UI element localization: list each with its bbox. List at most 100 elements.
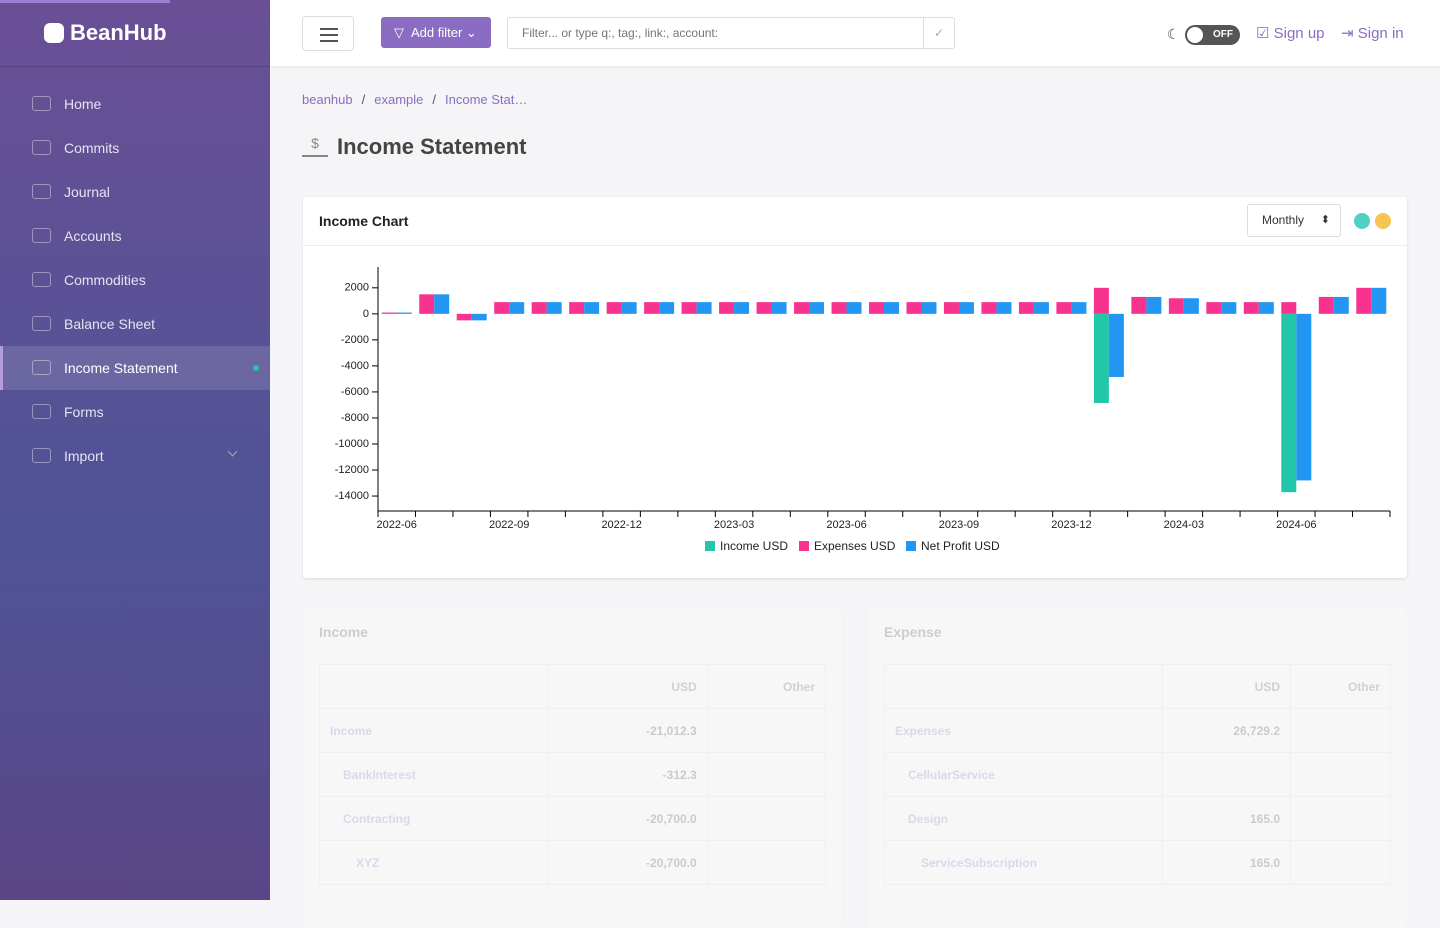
bar	[734, 302, 750, 314]
usd-cell: 165.0	[1162, 840, 1291, 885]
nav-item[interactable]: Income Statement	[0, 346, 270, 390]
dark-mode-toggle[interactable]: OFF	[1185, 25, 1240, 45]
bar	[1018, 302, 1034, 314]
bar	[771, 302, 787, 314]
y-tick-label: -6000	[341, 386, 369, 398]
x-tick-label: 2023-06	[826, 519, 866, 531]
legend-label: Income USD	[720, 539, 788, 553]
bar	[981, 302, 997, 314]
bar	[921, 302, 937, 314]
other-cell	[1290, 840, 1391, 885]
nav-label: Home	[64, 96, 102, 112]
x-tick-label: 2024-06	[1276, 519, 1316, 531]
table-row: BankInterest -312.3	[319, 752, 827, 797]
top-bar: ▽Add filter ⌄ ✓ ☾ OFF ☑ Sign up ⇥ Sign i…	[270, 0, 1440, 66]
account-cell: Contracting	[319, 796, 548, 841]
search-button[interactable]: ✓	[923, 17, 955, 49]
nav-label: Balance Sheet	[64, 316, 156, 332]
chart: -14000 -12000 -10000 -8000 -6000 -4000 -2000 0 2…	[335, 267, 1391, 553]
sign-in-link[interactable]: ⇥ Sign in	[1341, 25, 1404, 42]
bar	[434, 294, 450, 314]
legend-swatch	[799, 541, 809, 551]
bar	[1221, 302, 1237, 314]
x-tick-label: 2023-03	[714, 519, 754, 531]
other-cell	[1290, 796, 1391, 841]
menu-button[interactable]	[302, 16, 354, 51]
bar	[659, 302, 675, 314]
nav-label: Import	[64, 448, 104, 464]
nav-item[interactable]: Commits	[0, 126, 270, 170]
bar	[1356, 287, 1372, 314]
usd-cell: -20,700.0	[546, 796, 708, 841]
table-row: ServiceSubscription 165.0	[883, 840, 1391, 885]
chart-card: Income Chart Monthly -14000-12000-10000-…	[303, 197, 1407, 578]
add-filter-button[interactable]: ▽ Add filter ⌄	[381, 17, 491, 48]
bar	[1168, 298, 1184, 314]
account-cell: Expenses	[883, 708, 1164, 753]
bar	[1296, 313, 1312, 481]
brand[interactable]: BeanHub	[44, 20, 167, 46]
progress-bar	[0, 0, 170, 3]
nav-item[interactable]: Journal	[0, 170, 270, 214]
account-cell: CellularService	[883, 752, 1164, 797]
crumb[interactable]: beanhub	[302, 92, 353, 107]
bar	[794, 302, 810, 314]
usd-cell: -20,700.0	[546, 840, 708, 885]
legend-label: Expenses USD	[814, 539, 896, 553]
bar	[1333, 296, 1349, 314]
crumb[interactable]: Income Stat…	[445, 92, 528, 107]
header-row: USD Other	[319, 664, 827, 709]
nav-item[interactable]: Import	[0, 434, 270, 478]
nav-item[interactable]: Accounts	[0, 214, 270, 258]
bar	[419, 294, 435, 314]
nav-item[interactable]: Forms	[0, 390, 270, 434]
table-row: Contracting -20,700.0	[319, 796, 827, 841]
bar	[1033, 302, 1049, 314]
bar	[846, 302, 862, 314]
bar	[1206, 302, 1222, 314]
nav-item[interactable]: Commodities	[0, 258, 270, 302]
link-label: Sign in	[1357, 25, 1404, 42]
crumb[interactable]: example	[374, 92, 424, 107]
bar	[719, 302, 735, 314]
button-label: Add filter	[411, 25, 463, 40]
bar	[1281, 313, 1297, 493]
y-tick-label: 0	[363, 308, 369, 320]
table-title: Income	[319, 624, 369, 640]
usd-cell: 165.0	[1162, 796, 1291, 841]
sign-up-link[interactable]: ☑ Sign up	[1256, 25, 1325, 42]
nav-label: Accounts	[64, 228, 122, 244]
usd-cell: -312.3	[546, 752, 708, 797]
table: USD Other Income -21,012.3 BankInterest -312.…	[319, 664, 827, 885]
nav-item[interactable]: Balance Sheet	[0, 302, 270, 346]
bar	[1318, 296, 1334, 314]
breadcrumb: beanhub / example / Income Stat…	[302, 92, 528, 107]
bar	[1108, 313, 1124, 377]
bar	[1258, 302, 1274, 314]
bar	[1281, 302, 1297, 314]
y-tick-label: -14000	[335, 490, 369, 502]
nav-label: Income Statement	[64, 360, 178, 376]
legend-label: Net Profit USD	[921, 539, 1000, 553]
x-tick-label: 2023-12	[1051, 519, 1091, 531]
bar	[584, 302, 600, 314]
header-cell: USD	[546, 664, 708, 709]
other-cell	[1290, 708, 1391, 753]
card-header: Income Chart Monthly	[303, 197, 1407, 246]
page-icon: $	[302, 135, 328, 157]
status-dot	[1354, 213, 1370, 229]
bar	[958, 302, 974, 314]
bar	[809, 302, 825, 314]
search-input[interactable]	[507, 17, 924, 49]
account-cell: Design	[883, 796, 1164, 841]
table: USD Other Expenses 26,729.2 CellularService D…	[883, 664, 1391, 885]
expense-table-card: Expense USD Other Expenses 26,729.2 CellularS…	[868, 608, 1407, 928]
period-select[interactable]: Monthly	[1247, 204, 1341, 237]
bar	[546, 302, 562, 314]
bar	[1183, 298, 1199, 314]
nav-item[interactable]: Home	[0, 82, 270, 126]
header-cell: Other	[706, 664, 827, 709]
header-row: USD Other	[883, 664, 1391, 709]
other-cell	[706, 752, 827, 797]
bar	[1146, 296, 1162, 314]
